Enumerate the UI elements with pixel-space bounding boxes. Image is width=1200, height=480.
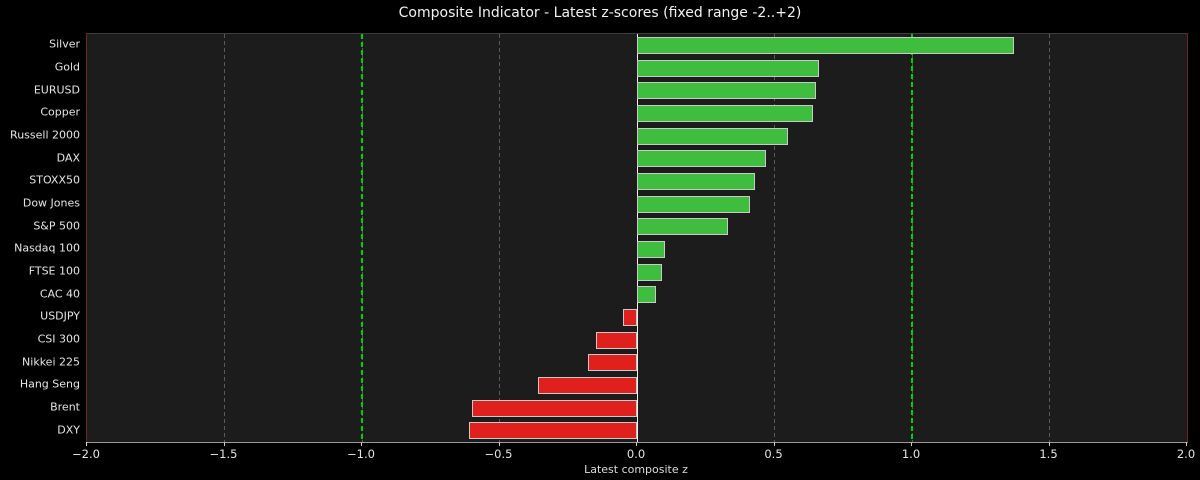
x-tick-mark [361, 442, 362, 446]
gridline [774, 34, 775, 442]
bar-s-p-500 [637, 218, 728, 236]
x-tick-label: 1.5 [1039, 447, 1058, 461]
bar-cac-40 [637, 286, 657, 304]
y-tick-label: Brent [50, 400, 80, 414]
y-axis-labels: Silver Gold EURUSD Copper Russell 2000 DAX STO… [0, 33, 80, 441]
bar-stoxx50 [637, 172, 756, 190]
x-tick-mark [1186, 442, 1187, 446]
y-tick-label: USDJPY [40, 309, 80, 323]
x-tick-label: 1.0 [901, 447, 921, 461]
bar-gold [637, 59, 819, 77]
y-tick-label: CSI 300 [37, 332, 80, 346]
x-tick-label: 2.0 [1176, 447, 1196, 461]
y-tick-label: Nasdaq 100 [14, 241, 80, 255]
x-tick-label: −1.0 [347, 447, 375, 461]
bar-ftse-100 [637, 263, 662, 281]
y-tick-label: Russell 2000 [10, 128, 80, 142]
x-tick-mark [911, 442, 912, 446]
gridline [499, 34, 500, 442]
y-tick-label: Copper [40, 105, 80, 119]
bar-dax [637, 150, 767, 168]
y-tick-label: S&P 500 [33, 219, 80, 233]
x-tick-label: −0.5 [484, 447, 513, 461]
x-tick-label: −1.5 [209, 447, 238, 461]
x-tick-mark [498, 442, 500, 446]
bar-russell-2000 [637, 127, 789, 145]
threshold-line [361, 34, 363, 442]
x-tick-mark [223, 442, 225, 446]
y-tick-label: Gold [54, 60, 80, 74]
threshold-line [911, 34, 913, 442]
bar-hang-seng [538, 376, 637, 394]
y-tick-label: Nikkei 225 [22, 355, 80, 369]
x-axis-title: Latest composite z [584, 463, 688, 476]
x-tick-label: −2.0 [72, 447, 100, 461]
chart-title: Composite Indicator - Latest z-scores (f… [398, 5, 802, 21]
x-tick-label: 0.0 [626, 447, 646, 461]
x-tick-label: 0.5 [764, 447, 783, 461]
y-tick-label: Silver [49, 37, 80, 51]
bar-brent [472, 399, 637, 417]
bar-csi-300 [595, 331, 637, 349]
bar-nasdaq-100 [637, 240, 665, 258]
gridline [1049, 34, 1050, 442]
y-tick-label: FTSE 100 [28, 264, 80, 278]
y-tick-label: EURUSD [33, 83, 80, 97]
bar-dxy [469, 422, 637, 440]
x-tick-mark [1048, 442, 1050, 446]
y-tick-label: STOXX50 [29, 173, 80, 187]
bar-usdjpy [623, 308, 637, 326]
y-tick-label: Dow Jones [22, 196, 80, 210]
bar-silver [637, 36, 1014, 54]
bar-nikkei-225 [587, 354, 637, 372]
x-tick-mark [773, 442, 775, 446]
zero-line [636, 34, 638, 442]
y-tick-label: Hang Seng [19, 377, 80, 391]
y-tick-label: CAC 40 [39, 287, 80, 301]
x-tick-mark [636, 442, 637, 446]
bar-eurusd [637, 82, 816, 100]
plot-area [86, 33, 1188, 443]
gridline [224, 34, 225, 442]
y-tick-label: DXY [57, 423, 80, 437]
bar-copper [637, 104, 813, 122]
bar-dow-jones [637, 195, 750, 213]
y-tick-label: DAX [56, 151, 80, 165]
x-tick-mark [86, 442, 87, 446]
